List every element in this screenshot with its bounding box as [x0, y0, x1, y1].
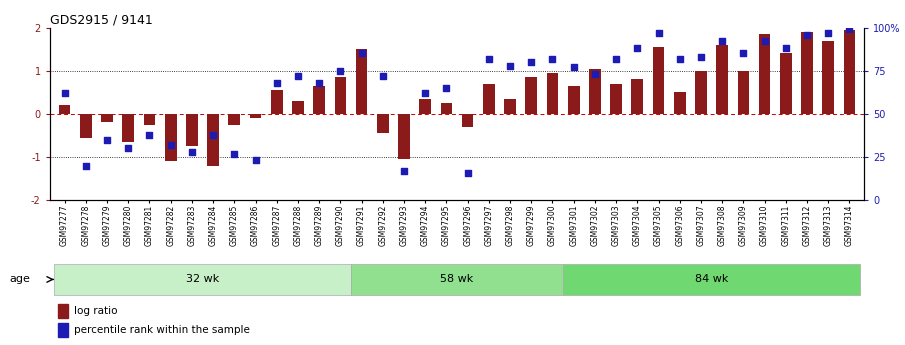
Point: [439, 85, 453, 91]
Text: age: age: [9, 275, 30, 284]
Bar: [483, 84, 495, 114]
Bar: [563, 264, 860, 295]
Bar: [313, 86, 325, 114]
Point: [142, 132, 157, 137]
Bar: [54, 264, 351, 295]
Bar: [632, 79, 643, 114]
Point: [376, 73, 390, 79]
Bar: [228, 114, 240, 125]
Text: 58 wk: 58 wk: [441, 275, 473, 284]
Bar: [101, 114, 113, 122]
Bar: [165, 114, 176, 161]
Bar: [674, 92, 686, 114]
Point: [821, 30, 835, 36]
Bar: [59, 105, 71, 114]
Point: [185, 149, 199, 155]
Bar: [144, 114, 156, 125]
Point: [248, 158, 262, 163]
Bar: [526, 77, 537, 114]
Bar: [801, 32, 813, 114]
Bar: [80, 114, 91, 138]
Point: [270, 80, 284, 86]
Bar: [271, 90, 282, 114]
Bar: [207, 114, 219, 166]
Bar: [377, 114, 388, 133]
Bar: [504, 99, 516, 114]
Bar: [58, 304, 68, 317]
Point: [630, 46, 644, 51]
Point: [778, 46, 793, 51]
Point: [587, 71, 602, 77]
Bar: [567, 86, 579, 114]
Bar: [356, 49, 367, 114]
Point: [481, 56, 496, 61]
Point: [333, 68, 348, 73]
Point: [545, 56, 559, 61]
Point: [205, 132, 220, 137]
Bar: [823, 41, 834, 114]
Bar: [441, 103, 452, 114]
Point: [291, 73, 305, 79]
Bar: [758, 34, 770, 114]
Bar: [462, 114, 473, 127]
Point: [227, 151, 242, 156]
Point: [609, 56, 624, 61]
Point: [503, 63, 518, 68]
Point: [79, 163, 93, 168]
Point: [418, 90, 433, 96]
Point: [843, 27, 857, 32]
Point: [567, 65, 581, 70]
Point: [672, 56, 687, 61]
Point: [396, 168, 411, 174]
Point: [652, 30, 666, 36]
Bar: [186, 114, 197, 146]
Bar: [351, 264, 563, 295]
Text: GDS2915 / 9141: GDS2915 / 9141: [50, 13, 153, 27]
Point: [694, 54, 709, 60]
Bar: [250, 114, 262, 118]
Bar: [589, 69, 601, 114]
Bar: [738, 71, 749, 114]
Text: log ratio: log ratio: [74, 306, 118, 316]
Bar: [547, 73, 558, 114]
Bar: [398, 114, 410, 159]
Bar: [695, 71, 707, 114]
Text: percentile rank within the sample: percentile rank within the sample: [74, 325, 250, 335]
Bar: [58, 323, 68, 337]
Point: [312, 80, 327, 86]
Point: [524, 59, 538, 65]
Bar: [419, 99, 431, 114]
Bar: [610, 84, 622, 114]
Bar: [335, 77, 347, 114]
Point: [736, 51, 750, 56]
Point: [164, 142, 178, 148]
Point: [57, 90, 71, 96]
Point: [461, 170, 475, 175]
Point: [100, 137, 114, 142]
Point: [715, 39, 729, 44]
Point: [757, 39, 772, 44]
Point: [800, 32, 814, 37]
Point: [355, 51, 369, 56]
Bar: [780, 53, 792, 114]
Point: [121, 146, 136, 151]
Bar: [653, 47, 664, 114]
Bar: [122, 114, 134, 142]
Bar: [843, 30, 855, 114]
Bar: [292, 101, 304, 114]
Text: 32 wk: 32 wk: [186, 275, 219, 284]
Text: 84 wk: 84 wk: [695, 275, 729, 284]
Bar: [717, 45, 728, 114]
